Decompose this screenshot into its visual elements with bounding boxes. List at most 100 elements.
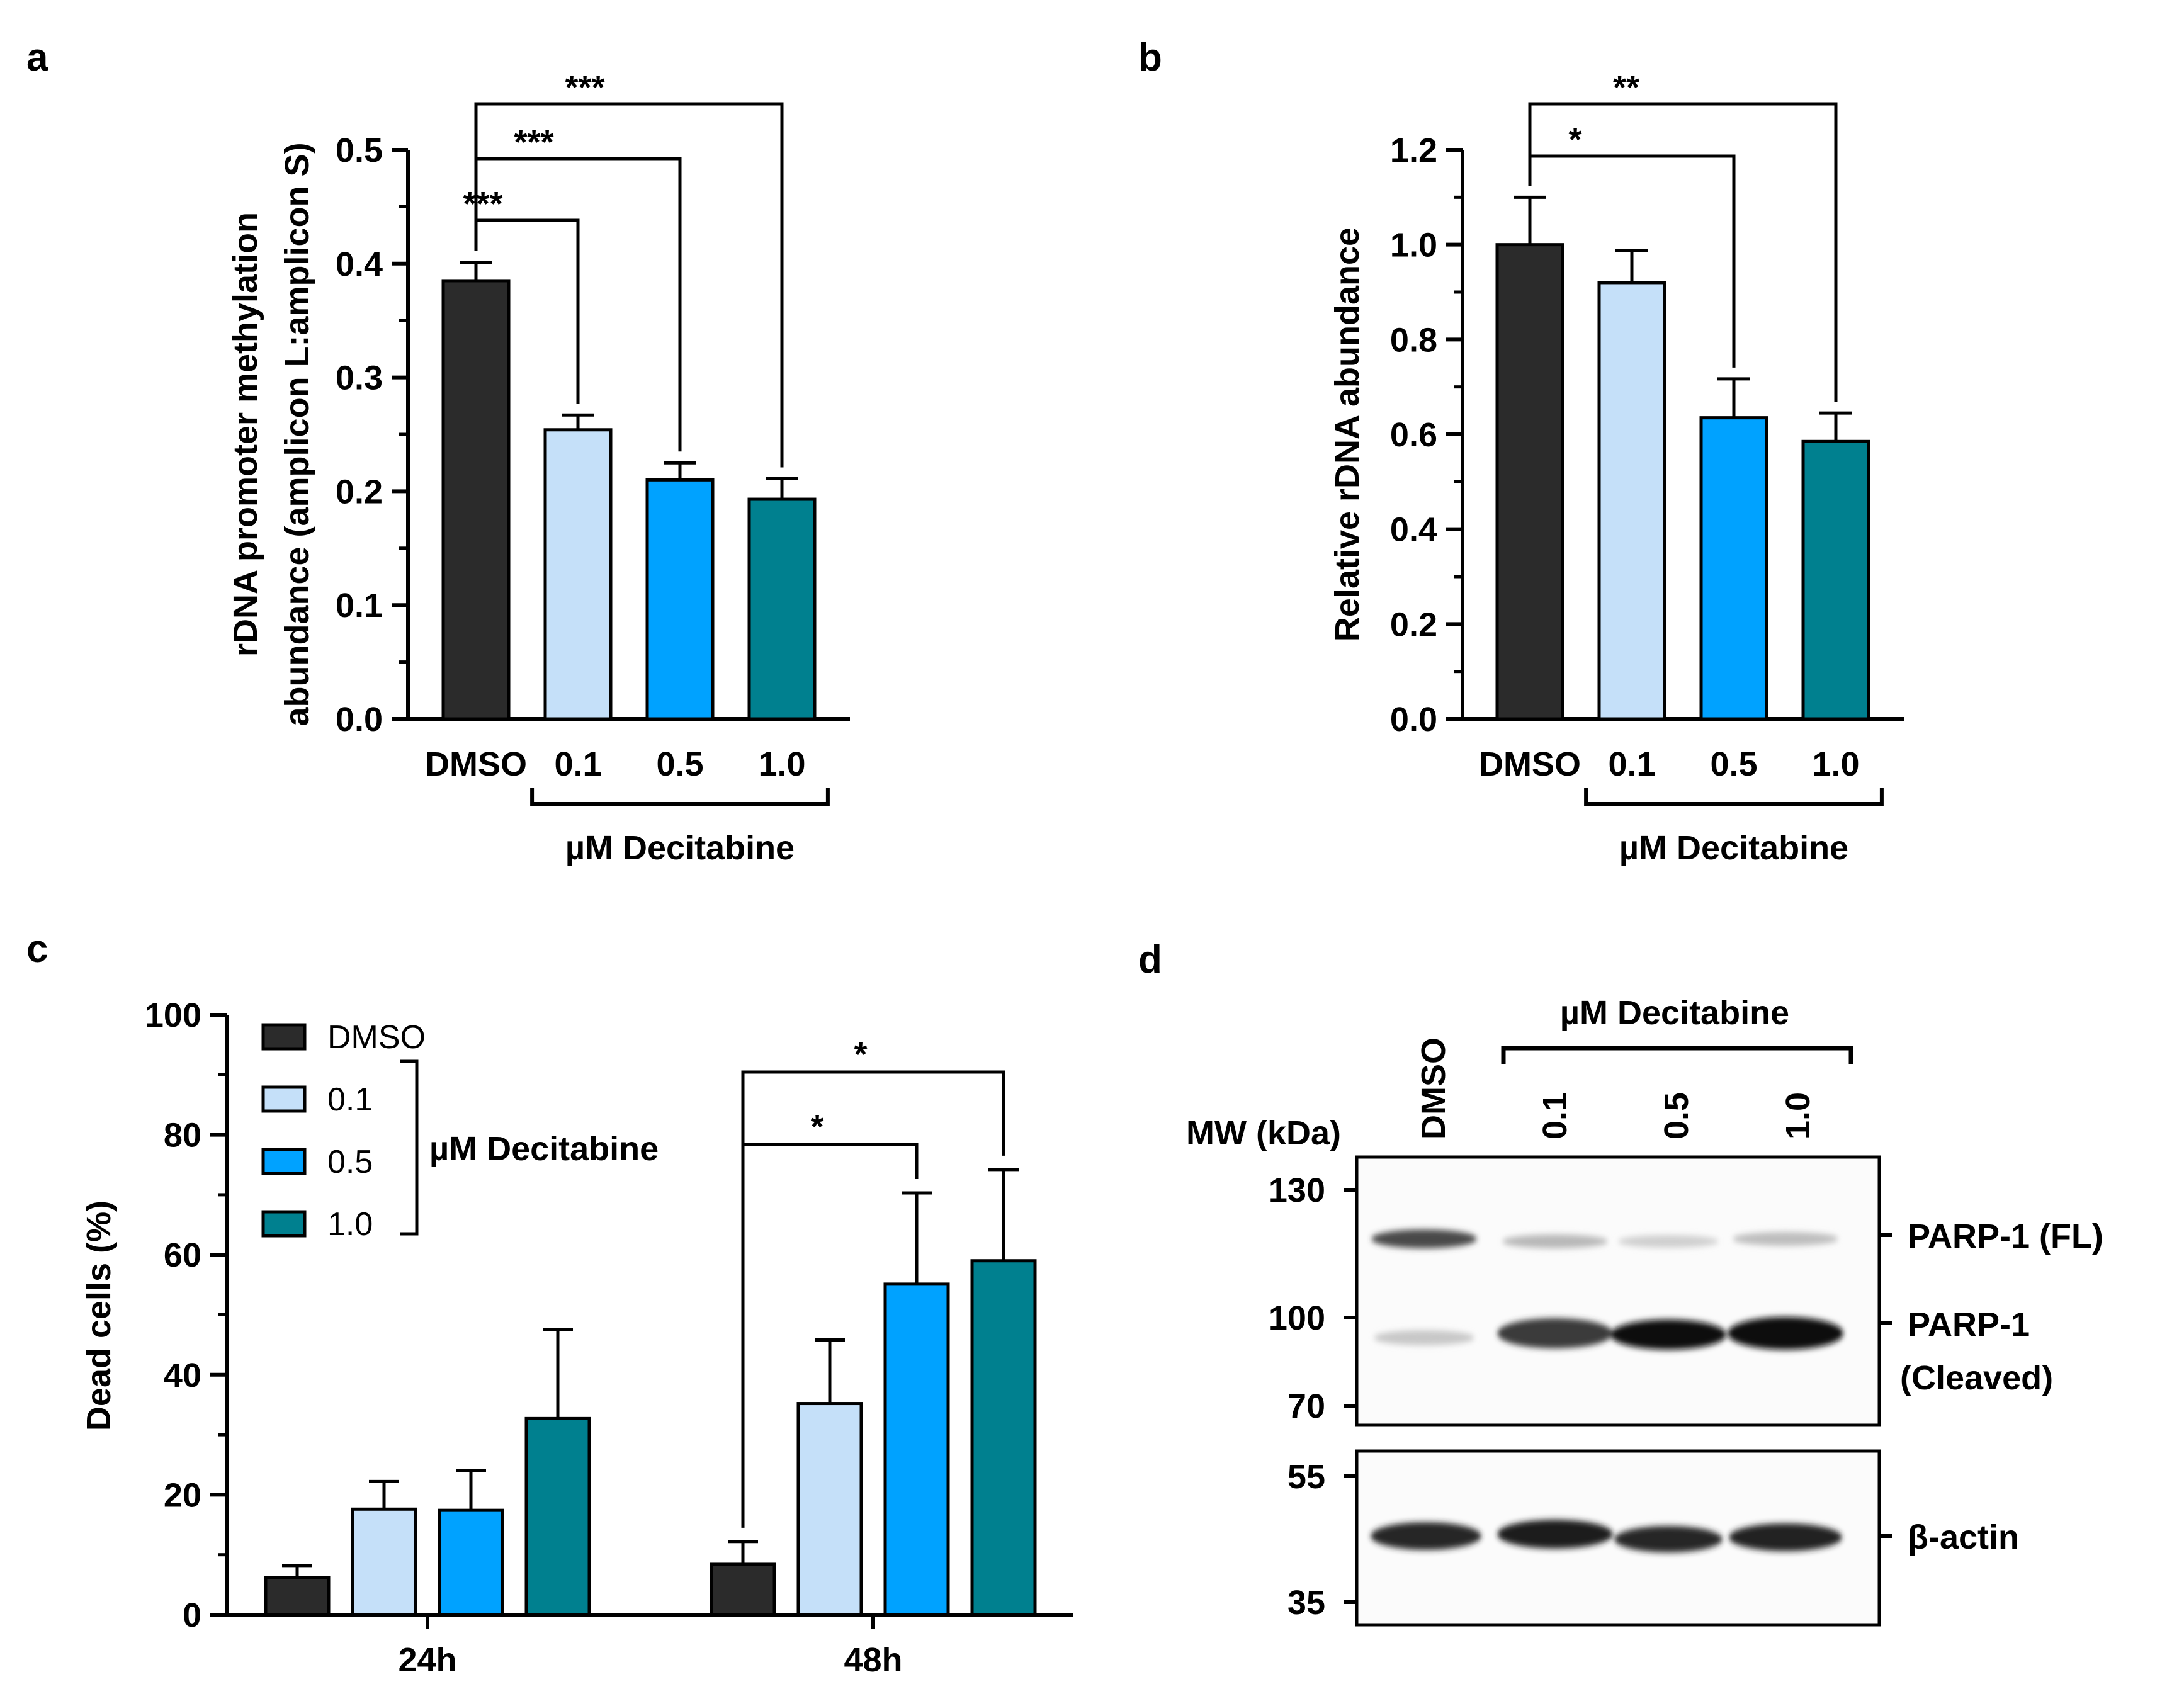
chart-c-legend-label-DMSO: DMSO <box>327 1019 426 1056</box>
band-parp-cleaved-0.5 <box>1610 1319 1726 1350</box>
marker-label-55: 55 <box>1287 1458 1325 1496</box>
blot-lane-label-1.0: 1.0 <box>1779 1092 1817 1139</box>
panel-c-chart: 0 20 40 60 80 100 24h 48h * * Dead cells (%) DMSO 0.… <box>80 997 1073 1679</box>
band-parp-fl-1.0 <box>1733 1232 1838 1246</box>
chart-a-y-tick-label: 0.5 <box>336 132 383 169</box>
chart-c-y-tick-label: 0 <box>183 1596 201 1634</box>
chart-c-bar-24h-1.0 <box>524 1416 591 1617</box>
band-label-actin: β-actin <box>1908 1518 2019 1556</box>
chart-c-legend-swatch-DMSO <box>261 1023 307 1051</box>
panel-letter-b: b <box>1138 36 1162 79</box>
chart-a-y-tick-label: 0.3 <box>336 359 383 397</box>
chart-c-bar-24h-0.1 <box>351 1507 417 1617</box>
chart-a-x-tick-label-0.1: 0.1 <box>554 745 601 783</box>
chart-c-bar-48h-DMSO <box>710 1562 776 1617</box>
chart-b-group-label: µM Decitabine <box>1619 829 1848 867</box>
chart-a-sig-label-1.0: *** <box>565 69 604 106</box>
chart-c-y-tick-label: 80 <box>164 1117 201 1155</box>
marker-label-35: 35 <box>1287 1584 1325 1622</box>
band-label-parp-cleaved-line2: (Cleaved) <box>1900 1359 2053 1397</box>
blot-lane-label-0.1: 0.1 <box>1536 1092 1574 1139</box>
chart-c-legend-label-0.5: 0.5 <box>327 1144 373 1180</box>
chart-a-x-tick-label-0.5: 0.5 <box>656 745 703 783</box>
actin-bands <box>1371 1520 1842 1552</box>
chart-b-y-axis-title: Relative rDNA abundance <box>1328 227 1366 641</box>
panel-letter-a: a <box>26 36 48 79</box>
chart-a-y-axis-title-line1: rDNA promoter methylation <box>227 212 264 657</box>
chart-c-bar-24h-0.5 <box>438 1508 504 1617</box>
chart-c-legend-group-label: µM Decitabine <box>429 1130 659 1168</box>
chart-b-sig-bracket-1.0 <box>1528 102 1838 402</box>
chart-a-x-tick-label-1.0: 1.0 <box>758 745 805 783</box>
chart-c-x-tick-label-48h: 48h <box>844 1641 902 1679</box>
chart-b-group-bracket <box>1584 788 1884 806</box>
band-actin-dmso <box>1371 1522 1481 1550</box>
chart-b-x-tick-label-0.5: 0.5 <box>1710 745 1757 783</box>
marker-label-100: 100 <box>1269 1299 1325 1337</box>
chart-b-y-tick-label: 0.6 <box>1390 416 1437 454</box>
blot-lane-label-dmso: DMSO <box>1415 1037 1452 1139</box>
band-actin-1.0 <box>1729 1523 1842 1551</box>
chart-a-sig-label-0.1: *** <box>463 185 502 223</box>
chart-c-bar-24h-DMSO <box>264 1576 331 1617</box>
chart-b-x-tick-label-DMSO: DMSO <box>1479 745 1581 783</box>
chart-a-y-tick-label: 0.2 <box>336 473 383 511</box>
chart-b-y-tick-label: 0.2 <box>1390 606 1437 643</box>
band-parp-cleaved-0.1 <box>1497 1318 1613 1348</box>
chart-b-bar-0.1 <box>1597 281 1666 721</box>
chart-b-y-tick-label: 0.4 <box>1390 511 1437 549</box>
marker-label-70: 70 <box>1287 1387 1325 1425</box>
blot-treatment-label: µM Decitabine <box>1560 994 1789 1032</box>
parp-cleaved-bands <box>1374 1317 1843 1350</box>
chart-a-bar-0.5 <box>645 478 715 721</box>
chart-c-legend-swatch-1.0 <box>261 1210 307 1238</box>
chart-c-sig-bracket-1.0 <box>741 1070 1005 1528</box>
panel-letter-c: c <box>26 927 48 971</box>
chart-b-y-tick-label: 0.0 <box>1390 701 1437 738</box>
chart-b-sig-label-1.0: ** <box>1613 69 1639 106</box>
chart-c-legend-label-1.0: 1.0 <box>327 1206 373 1243</box>
blot-treatment-bracket <box>1501 1046 1853 1064</box>
chart-a-y-tick-label: 0.4 <box>336 246 383 283</box>
band-label-parp-fl: PARP-1 (FL) <box>1908 1217 2103 1255</box>
chart-b-bar-1.0 <box>1801 439 1870 721</box>
chart-b-sig-label-0.5: * <box>1568 121 1581 159</box>
chart-b-y-tick-label: 1.2 <box>1390 132 1437 169</box>
panel-letter-d: d <box>1138 938 1162 981</box>
chart-b-bar-0.5 <box>1699 416 1768 721</box>
chart-b-x-tick-label-1.0: 1.0 <box>1812 745 1859 783</box>
chart-c-legend-swatch-0.1 <box>261 1085 307 1113</box>
chart-c-y-tick-label: 20 <box>164 1476 201 1514</box>
panel-d-western-blot: µM Decitabine DMSO 0.1 0.5 1.0 MW (kDa) … <box>1186 994 2103 1627</box>
chart-c-legend-swatch-0.5 <box>261 1148 307 1175</box>
band-parp-cleaved-dmso <box>1374 1330 1474 1345</box>
chart-a-group-bracket <box>530 788 830 806</box>
chart-c-bar-48h-1.0 <box>970 1259 1037 1617</box>
chart-a-y-axis-title-line2: abundance (amplicon L:amplicon S) <box>278 142 316 726</box>
chart-a-bar-DMSO <box>441 279 511 721</box>
chart-c-sig-label-1.0: * <box>854 1036 867 1073</box>
band-actin-0.5 <box>1614 1526 1723 1552</box>
chart-a-x-tick-label-DMSO: DMSO <box>425 745 527 783</box>
chart-a-y-tick-label: 0.1 <box>336 587 383 624</box>
chart-c-x-tick-label-24h: 24h <box>398 1641 456 1679</box>
blot-mw-label: MW (kDa) <box>1186 1114 1341 1152</box>
band-label-parp-cleaved-line1: PARP-1 <box>1908 1306 2030 1343</box>
chart-a-bar-1.0 <box>747 497 817 721</box>
chart-a-sig-label-0.5: *** <box>514 123 553 161</box>
panel-a-chart: 0.0 0.1 0.2 0.3 0.4 0.5 DMSO 0.1 0.5 1.0 µM Decita… <box>227 69 850 867</box>
chart-a-group-label: µM Decitabine <box>565 829 795 867</box>
marker-label-130: 130 <box>1269 1172 1325 1209</box>
chart-c-legend-label-0.1: 0.1 <box>327 1082 373 1118</box>
chart-c-y-axis-title: Dead cells (%) <box>80 1200 118 1431</box>
band-parp-fl-dmso <box>1371 1229 1477 1248</box>
band-parp-cleaved-1.0 <box>1728 1317 1843 1350</box>
parp-fl-bands <box>1371 1229 1838 1248</box>
band-parp-fl-0.5 <box>1618 1235 1719 1248</box>
chart-c-y-tick-label: 40 <box>164 1357 201 1394</box>
band-actin-0.1 <box>1497 1520 1613 1549</box>
chart-c-bar-48h-0.5 <box>883 1282 950 1617</box>
chart-a-bar-0.1 <box>543 428 613 721</box>
blot-lane-label-0.5: 0.5 <box>1658 1092 1695 1139</box>
